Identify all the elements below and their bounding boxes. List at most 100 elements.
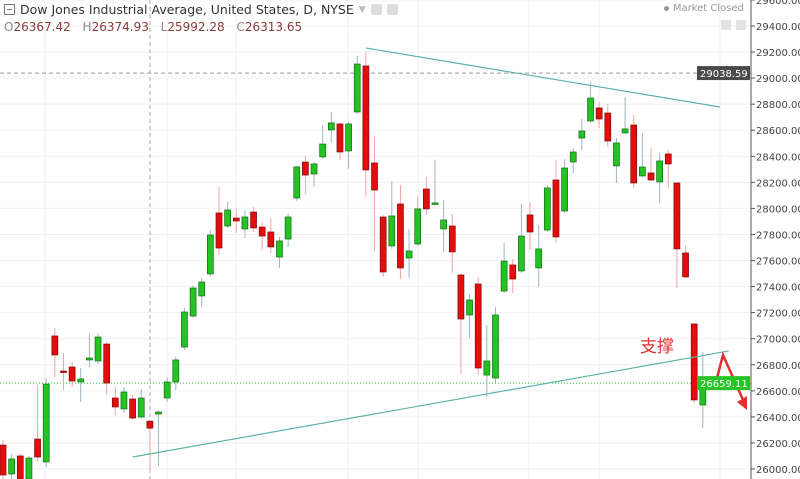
crosshair-price-label: 29038.59 [700,69,748,80]
candle-body [215,212,223,249]
candle-body [94,336,102,362]
candle-body [302,161,309,176]
overlays: 支撑 [132,47,747,458]
candle-body [474,283,482,369]
candle-body [405,250,413,259]
candle-body [111,397,119,408]
candle-body [414,208,422,245]
candle-body [483,360,491,376]
high-value: 26374.93 [91,20,149,34]
open-value: 26367.42 [13,20,71,34]
candle-body [86,357,93,361]
chevron-down-icon[interactable]: ▼ [358,4,366,15]
candle-body [431,202,439,205]
candle-body [42,383,50,463]
candle-body [509,264,517,280]
candle-body [258,226,266,237]
candle-body [120,391,128,410]
candle-body [561,167,568,212]
axis-tick-label: 26200.00 [756,439,800,450]
candle-body [595,107,603,120]
candle-body [388,215,396,247]
axis-tick-label: 27800.00 [756,230,800,241]
close-value: 26313.65 [244,20,303,34]
crosshair-price-label-bg [697,66,750,81]
candle-body [604,112,612,142]
candle-body [198,281,206,297]
scroll-down-button[interactable] [736,20,746,30]
candle-body [543,187,551,231]
candle-body [423,188,430,210]
candle-body [327,122,335,131]
candle-body [526,214,534,233]
candle-body [319,143,327,158]
candle-body [25,457,33,479]
candle-body [0,444,7,476]
candle-body [569,151,577,163]
candle-body [146,420,154,429]
price-labels: 29038.59 26659.11 [697,66,750,391]
collapse-icon[interactable] [4,4,15,15]
axis-tick-label: 29400.00 [756,22,800,33]
candle-body [664,153,672,165]
candle-body [500,260,508,292]
candle-body [397,203,404,269]
candle-body [103,343,111,384]
candle-body [16,455,24,479]
candle-body [68,366,76,382]
candle-body [155,411,162,415]
axis-tick-label: 26800.00 [756,361,800,372]
axis-tick-label: 28600.00 [756,126,800,137]
candle-body [682,252,689,278]
trendline [132,350,729,458]
candle-body [232,217,240,222]
candle-body [276,240,283,258]
eye-icon[interactable] [370,4,382,15]
axis-tick-label: 26400.00 [756,413,800,424]
price-axis[interactable]: 26000.00 26200.00 26400.00 26600.00 26800.00… [750,0,800,479]
candle-body [371,162,378,191]
candle-body [172,359,180,383]
candle-body [345,123,352,152]
candle-body [466,299,473,316]
arrow-head-icon [737,396,747,410]
support-annotation: 支撑 [640,337,674,357]
ohlc-readout: O26367.42 H26374.93 L25992.28 C26313.65 [4,20,302,34]
candle-body [181,311,188,348]
open-label: O [4,20,14,34]
scroll-up-button[interactable] [721,20,731,30]
high-label: H [82,20,92,34]
candle-body [267,231,275,248]
trendline [365,47,721,108]
axis-tick-label: 29000.00 [756,74,800,85]
candle-body [163,381,171,399]
candle-body [535,248,543,269]
candle-body [552,179,560,238]
axis-tick-label: 28000.00 [756,204,800,215]
axis-tick-label: 29200.00 [756,48,800,59]
candle-body [673,182,681,250]
axis-tick-label: 27200.00 [756,309,800,320]
candle-body [621,128,629,134]
candle-body [310,163,318,175]
candle-body [379,216,387,273]
candle-body [587,97,594,122]
low-label: L [160,20,168,34]
candle-body [51,335,59,356]
candle-body [77,378,85,383]
candle-body [440,219,447,230]
candle-body [656,160,663,183]
candles [0,52,707,479]
low-value: 25992.28 [167,20,225,34]
axis-tick-label: 29600.00 [756,0,800,7]
candle-body [353,63,361,113]
candle-body [457,274,465,320]
symbol-title[interactable]: Dow Jones Industrial Average, United Sta… [20,2,354,17]
settings-icon[interactable] [386,4,398,15]
candle-body [518,235,525,272]
axis-tick-label: 26600.00 [756,387,800,398]
candle-body [492,314,499,379]
candle-body [250,211,257,229]
axis-tick-label: 28200.00 [756,178,800,189]
